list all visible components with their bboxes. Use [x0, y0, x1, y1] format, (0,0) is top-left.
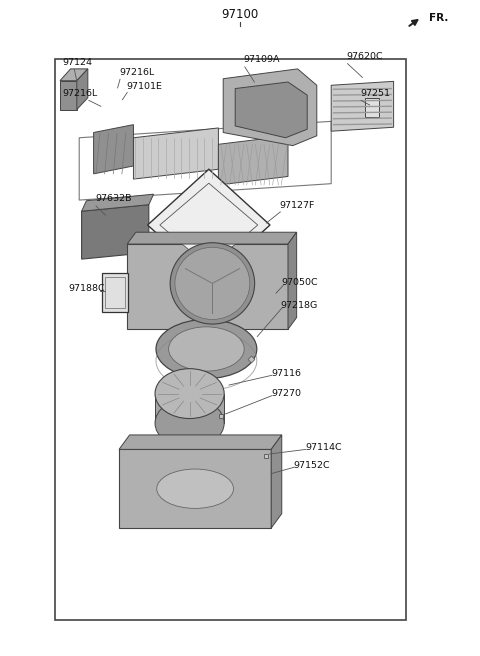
Text: 97188C: 97188C [69, 284, 105, 293]
Ellipse shape [175, 247, 250, 319]
Text: 97109A: 97109A [244, 55, 280, 64]
Ellipse shape [156, 469, 233, 508]
Polygon shape [82, 194, 154, 211]
Polygon shape [160, 183, 258, 267]
Polygon shape [77, 69, 88, 110]
Polygon shape [119, 449, 271, 528]
Bar [105, 277, 125, 308]
Text: 97100: 97100 [221, 8, 259, 21]
Bar [55, 59, 406, 620]
Polygon shape [94, 125, 133, 174]
Polygon shape [155, 394, 224, 423]
Polygon shape [218, 136, 288, 185]
Polygon shape [148, 169, 270, 281]
Ellipse shape [170, 243, 254, 324]
Text: 97270: 97270 [271, 389, 301, 398]
Bar [365, 98, 379, 117]
Text: 97127F: 97127F [279, 201, 315, 210]
Polygon shape [288, 232, 297, 329]
Text: 97216L: 97216L [62, 89, 97, 98]
Text: 97116: 97116 [271, 369, 301, 379]
Polygon shape [119, 435, 282, 449]
Ellipse shape [156, 319, 257, 379]
Text: 97101E: 97101E [126, 81, 162, 91]
Text: 97632B: 97632B [95, 194, 132, 203]
Polygon shape [331, 81, 394, 131]
Text: 97152C: 97152C [294, 461, 330, 470]
Polygon shape [82, 205, 149, 259]
Text: 97216L: 97216L [119, 68, 154, 77]
Polygon shape [60, 69, 88, 81]
Polygon shape [271, 435, 282, 528]
Bar [102, 273, 128, 312]
Ellipse shape [155, 398, 224, 448]
Ellipse shape [155, 369, 224, 419]
Text: FR.: FR. [429, 13, 448, 24]
Polygon shape [127, 244, 288, 329]
Polygon shape [133, 128, 218, 179]
Polygon shape [235, 82, 307, 138]
Text: 97050C: 97050C [281, 277, 318, 287]
Polygon shape [60, 81, 77, 110]
Text: 97114C: 97114C [305, 443, 342, 452]
Text: 97124: 97124 [62, 58, 92, 67]
Text: 97251: 97251 [360, 89, 390, 98]
Text: 97620C: 97620C [347, 52, 383, 61]
Polygon shape [223, 69, 317, 146]
Ellipse shape [168, 327, 244, 371]
Polygon shape [127, 232, 297, 244]
Text: 97218G: 97218G [280, 300, 318, 310]
